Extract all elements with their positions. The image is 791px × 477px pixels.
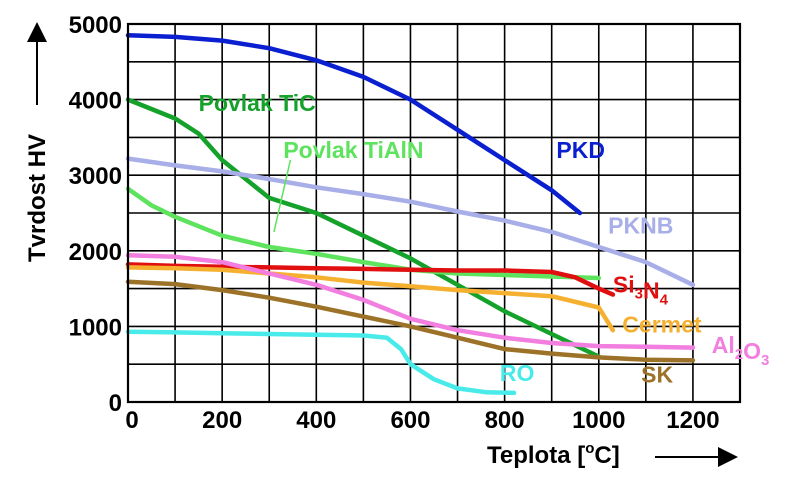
- series-label: Si3N4: [613, 271, 669, 308]
- x-tick-label: 1000: [572, 407, 625, 434]
- y-tick-label: 5000: [69, 12, 122, 39]
- series-line-si3n4: [125, 262, 616, 297]
- y-tick-label: 2000: [69, 239, 122, 266]
- series-label: Povlak TiC: [199, 90, 316, 116]
- series-line-ro: [125, 329, 517, 396]
- x-axis-label-text: Teplota [oC]: [487, 440, 620, 469]
- y-tick-label: 3000: [69, 163, 122, 190]
- series-label: RO: [500, 360, 535, 386]
- y-tick-label: 4000: [69, 88, 122, 115]
- x-axis-label: Teplota [oC]: [487, 440, 620, 469]
- series-labels: PKD Povlak TiC Povlak TiAlN PKNB Si3N4 Cermet…: [199, 90, 770, 387]
- y-tick-label: 0: [109, 390, 122, 417]
- series-line-povlak-tialn: [125, 186, 602, 281]
- series-line-sk: [125, 279, 696, 363]
- series-label: PKD: [556, 137, 605, 163]
- series-line-pkd: [125, 33, 583, 216]
- series-line-al2o3: [125, 253, 696, 350]
- x-tick-label: 800: [485, 407, 525, 434]
- x-tick-label: 400: [296, 407, 336, 434]
- series-label: SK: [641, 361, 673, 387]
- series-line-povlak-tic: [125, 97, 602, 359]
- x-tick-label: 600: [390, 407, 430, 434]
- y-tick-label: 1000: [69, 314, 122, 341]
- y-axis-label-text: Tvrdost HV: [24, 134, 51, 262]
- plot-area-border: [126, 22, 742, 404]
- x-tick-labels: 0 200 400 600 800 1000 1200: [125, 407, 719, 434]
- series-label: Al2O3: [712, 332, 770, 369]
- series-label: Cermet: [622, 311, 702, 337]
- y-axis-label: Tvrdost HV: [24, 134, 51, 262]
- series-layer: [125, 33, 696, 396]
- tialn-leader-line: [273, 159, 292, 233]
- y-tick-labels: 0 1000 2000 3000 4000 5000: [69, 12, 122, 417]
- series-label: PKNB: [608, 212, 673, 238]
- series-label: Povlak TiAlN: [283, 137, 423, 163]
- x-tick-label: 0: [125, 407, 138, 434]
- series-line-pknb: [125, 156, 696, 288]
- series-line-cermet: [125, 265, 616, 333]
- x-tick-label: 200: [202, 407, 242, 434]
- x-tick-label: 1200: [666, 407, 719, 434]
